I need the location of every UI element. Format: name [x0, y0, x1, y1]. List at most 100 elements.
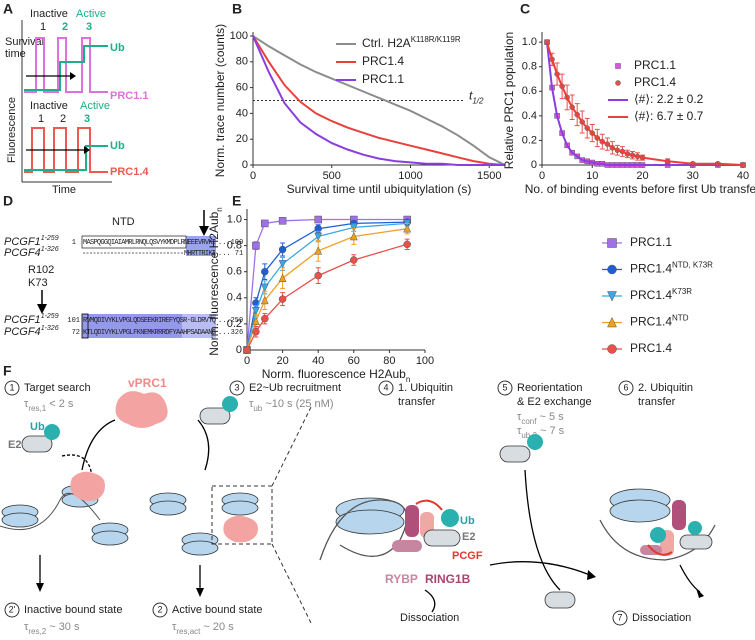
- legend-label: Ctrl. H2AK118R/K119R: [362, 35, 461, 51]
- svg-text:τub,2 ~ 7 s: τub,2 ~ 7 s: [517, 425, 565, 440]
- tau-sub: ub: [253, 404, 262, 413]
- tau-sub: res,2: [28, 627, 46, 636]
- step: 3: [86, 21, 92, 33]
- trace-label: Ub: [110, 42, 125, 54]
- x-axis-label: Norm. fluorescence H2Aubn: [262, 367, 411, 383]
- step: 1: [38, 113, 44, 125]
- y-tick-label: 0.8: [522, 61, 537, 73]
- legend-label-part: PRC1.1: [634, 58, 676, 72]
- marker: [243, 346, 251, 354]
- y-tick-label: 0.2: [227, 318, 242, 330]
- position: ...326: [218, 329, 243, 337]
- sequence: KTLQDIVYKLVPGLFKNEMKRRRDFYAAHPSADAANG: [83, 329, 216, 337]
- arrow: [197, 419, 210, 471]
- site-box: [81, 313, 89, 339]
- panel-label: B: [232, 1, 242, 17]
- legend-marker: [615, 80, 621, 86]
- step: 1: [40, 21, 46, 33]
- protein: PCGF4: [4, 247, 41, 259]
- legend-label-part: NTD: [672, 313, 689, 322]
- x-tick-label: 1500: [477, 170, 501, 182]
- legend-label-part: ⟨#⟩: 2.2 ± 0.2: [634, 92, 704, 106]
- x-tick-label: 10: [586, 170, 598, 182]
- marker: [261, 267, 269, 276]
- arrowhead: [37, 304, 47, 314]
- legend-label-part: PRC1.4: [630, 315, 672, 329]
- step-number: 2: [157, 604, 162, 614]
- trace: [24, 127, 108, 173]
- legend-marker: [607, 344, 617, 354]
- position: ...100: [218, 239, 243, 247]
- series-line: [246, 222, 408, 351]
- y-tick-label: 0.6: [522, 85, 537, 97]
- y-tick-label: 0.8: [227, 240, 242, 252]
- series-line: [246, 218, 408, 351]
- legend-label: PRC1.1: [362, 72, 404, 86]
- tau: τ: [517, 425, 522, 437]
- x-tick-label: 0: [250, 170, 256, 182]
- marker: [278, 245, 287, 254]
- marker: [403, 224, 412, 233]
- y-axis-label-part: n: [215, 207, 224, 211]
- domain-box: [81, 235, 187, 249]
- sequence: MHRTTRIKI: [184, 250, 216, 258]
- e2: [499, 445, 531, 463]
- marker: [314, 215, 322, 224]
- x-tick-label: 0: [244, 355, 250, 367]
- y-axis-label: Norm. fluorescence H2Aubn: [207, 207, 223, 356]
- y-tick-label: 40: [236, 107, 248, 119]
- legend-label: ⟨#⟩: 2.2 ± 0.2: [634, 92, 704, 106]
- y-tick-label: 60: [236, 82, 248, 94]
- pcgf-label: PCGF: [452, 550, 483, 562]
- position: 101: [67, 317, 80, 325]
- marker: [260, 295, 269, 305]
- range: 1-326: [41, 246, 59, 253]
- marker: [252, 327, 260, 336]
- y-tick-label: 80: [236, 56, 248, 68]
- mutation: R102: [28, 264, 54, 276]
- legend-label: PRC1.4: [634, 75, 676, 89]
- protein: PCGF1: [4, 236, 41, 248]
- step-circle: [4, 602, 20, 618]
- tau-sub: conf: [521, 417, 537, 426]
- reference-label-part: 1/2: [472, 96, 484, 105]
- arrowhead: [196, 588, 204, 597]
- svg-text:PCGF41-326: PCGF41-326: [4, 325, 59, 338]
- y-tick-label: 0: [242, 159, 248, 171]
- step-number: 2': [9, 604, 16, 614]
- axis-label: Fluorescence: [6, 97, 18, 163]
- x-tick-label: 500: [323, 170, 341, 182]
- vprc1: [223, 515, 258, 543]
- e2-label: E2: [462, 531, 475, 543]
- step-title: Target search: [24, 382, 91, 394]
- arrow: [679, 564, 701, 593]
- legend-label-part: PRC1.4: [630, 288, 672, 302]
- panel-a: A Inactive Active 1 2 3 Survival time Ub…: [3, 1, 149, 196]
- highlight: [82, 314, 182, 338]
- rybp-label: RYBP: [385, 572, 418, 586]
- series-line: [252, 35, 505, 166]
- legend-label-part: K73R: [672, 287, 692, 296]
- y-tick-label: 0.4: [522, 110, 537, 122]
- panel-label: D: [3, 193, 13, 209]
- marker: [278, 217, 287, 225]
- tau-value: ~ 30 s: [46, 621, 80, 633]
- marker: [261, 219, 269, 228]
- series-line: [246, 243, 408, 351]
- sequence: MASPQGGQIAIAMRLRNQLQSVYKMDPLRNEEEVRVKI: [83, 239, 216, 247]
- series-line: [252, 35, 506, 166]
- arrowhead: [84, 146, 90, 154]
- step-number: 1: [9, 382, 14, 392]
- legend-marker: [607, 264, 617, 275]
- legend-label: PRC1.4NTD: [630, 313, 689, 329]
- zoom-line: [271, 404, 313, 487]
- reference-label: t1/2: [469, 89, 484, 105]
- marker: [314, 271, 322, 280]
- ub-label: Ub: [30, 421, 45, 433]
- step-title: E2~Ub recruitment: [249, 382, 341, 394]
- legend-marker: [607, 291, 617, 302]
- ub: [527, 434, 543, 450]
- tau-sub: ub,2: [521, 431, 537, 440]
- step-number: 3: [234, 382, 239, 392]
- step: 2: [60, 113, 66, 125]
